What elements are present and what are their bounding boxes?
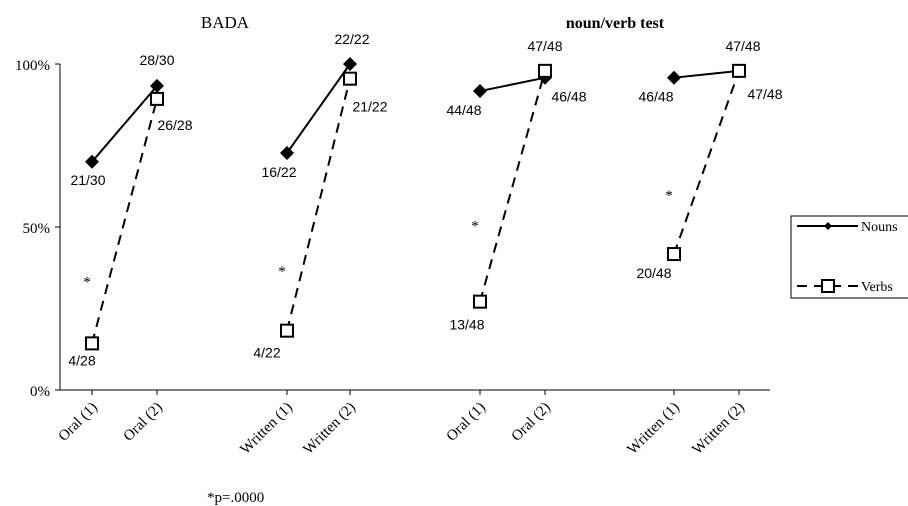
nouns-data-label: 44/48 <box>446 102 481 118</box>
verbs-line-segment <box>673 70 740 255</box>
verbs-point <box>280 323 294 338</box>
nouns-data-label: 16/22 <box>261 164 296 180</box>
nouns-line-segment <box>286 63 351 154</box>
verbs-data-label: 20/48 <box>636 265 671 281</box>
nouns-line-segment <box>479 76 546 93</box>
verbs-data-label: 21/22 <box>352 99 387 115</box>
y-tick-label-0: 0% <box>30 384 50 400</box>
legend: Nouns Verbs <box>790 215 908 299</box>
nouns-data-label: 47/48 <box>725 38 760 54</box>
nouns-data-label: 22/22 <box>334 31 369 47</box>
verbs-point <box>473 294 487 309</box>
nouns-data-label: 21/30 <box>70 172 105 188</box>
significance-marker: * <box>83 275 91 291</box>
nouns-line-segment <box>91 85 158 163</box>
nouns-data-label: 46/48 <box>638 89 673 105</box>
verbs-point <box>85 336 99 351</box>
verbs-data-label: 47/48 <box>747 86 782 102</box>
verbs-point <box>732 63 746 78</box>
x-tick-label: Oral (1) <box>444 400 489 445</box>
verbs-line-segment <box>286 78 351 331</box>
nouns-point <box>343 57 357 71</box>
x-tick-label: Written (1) <box>238 400 296 458</box>
verbs-point <box>343 71 357 86</box>
legend-nouns-label: Nouns <box>861 220 898 235</box>
significance-marker: * <box>471 218 479 234</box>
significance-marker: * <box>665 188 673 204</box>
legend-box <box>790 215 908 299</box>
nouns-point <box>85 154 99 169</box>
x-tick-label: Oral (1) <box>56 400 101 445</box>
nouns-data-label: 28/30 <box>139 52 174 68</box>
verbs-data-label: 47/48 <box>527 38 562 54</box>
y-tick-label-50: 50% <box>23 221 51 237</box>
panel-title-noun-verb-test: noun/verb test <box>566 15 665 32</box>
nouns-point <box>150 78 164 93</box>
nouns-point <box>473 84 487 99</box>
legend-verbs-marker <box>821 279 835 293</box>
x-tick-label: Oral (2) <box>509 400 554 445</box>
x-tick-label: Written (1) <box>625 400 683 458</box>
nouns-line-segment <box>673 69 740 79</box>
verbs-point <box>538 63 552 78</box>
y-tick-label-100: 100% <box>15 58 50 74</box>
nouns-point <box>280 145 294 160</box>
verbs-data-label: 26/28 <box>157 117 192 133</box>
footnote: *p=.0000 <box>207 490 264 506</box>
legend-nouns-marker <box>824 222 832 230</box>
verbs-data-label: 4/28 <box>68 352 95 368</box>
legend-verbs-label: Verbs <box>861 280 893 295</box>
nouns-data-label: 46/48 <box>551 89 586 105</box>
x-tick-label: Written (2) <box>690 400 748 458</box>
verbs-data-label: 13/48 <box>449 317 484 333</box>
significance-marker: * <box>278 264 286 280</box>
x-tick-label: Oral (2) <box>121 400 166 445</box>
panel-title-bada: BADA <box>201 13 250 32</box>
verbs-point <box>667 247 681 262</box>
x-tick-label: Written (2) <box>301 400 359 458</box>
verbs-point <box>150 91 164 106</box>
verbs-line-segment <box>479 70 546 302</box>
verbs-line-segment <box>91 98 158 344</box>
nouns-point <box>667 70 681 85</box>
chart-marks: Oral (1) Oral (2) Written (1) Written (2) Or… <box>56 31 783 458</box>
verbs-data-label: 4/22 <box>253 345 280 361</box>
